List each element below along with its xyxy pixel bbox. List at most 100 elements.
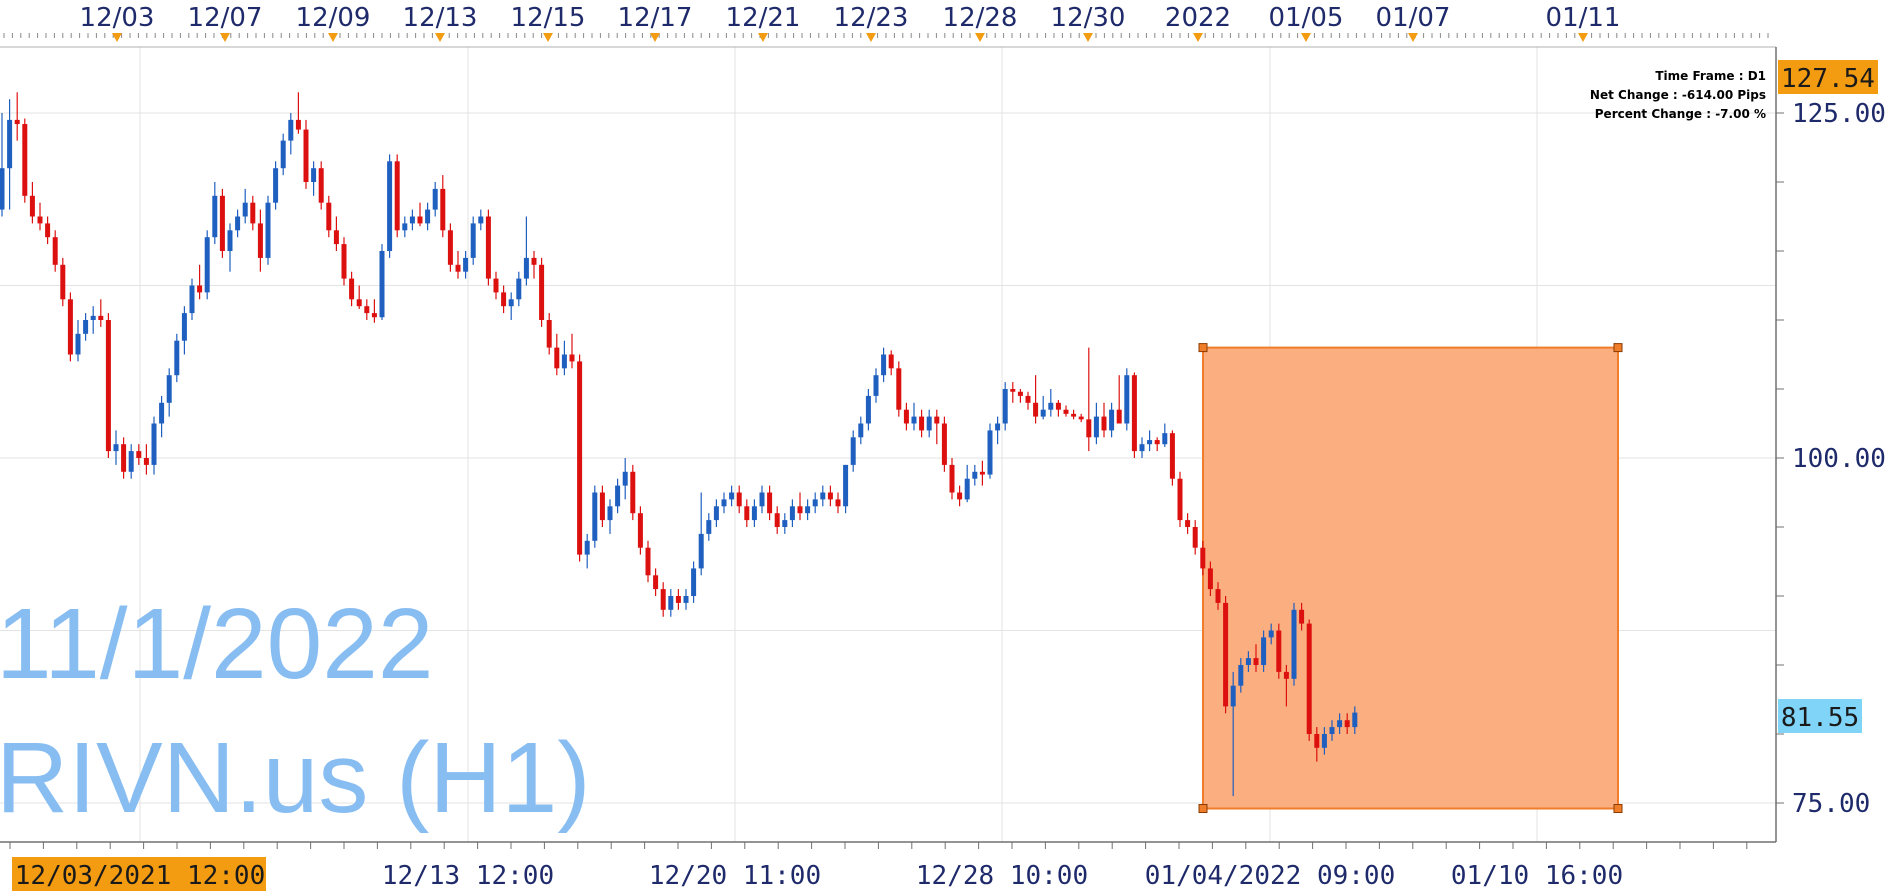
- candle-body: [113, 444, 119, 452]
- candle-body: [691, 568, 697, 596]
- candle-body: [1276, 630, 1282, 672]
- candle-body: [1329, 727, 1335, 734]
- candle-body: [1215, 589, 1221, 603]
- candle-body: [265, 202, 271, 258]
- candle-body: [250, 202, 256, 224]
- candle-body: [767, 492, 773, 514]
- candle-body: [1200, 547, 1206, 569]
- candle-body: [493, 278, 499, 293]
- candle-body: [561, 354, 567, 369]
- candle-body: [1093, 416, 1099, 438]
- candle-body: [227, 230, 233, 251]
- candle-body: [774, 513, 780, 527]
- candle-body: [166, 375, 172, 403]
- bottom-time-label: 01/04/2022 09:00: [1145, 861, 1395, 891]
- crosshair-time-tag: [12, 857, 266, 891]
- candle-body: [1291, 609, 1297, 679]
- candle-body: [333, 230, 339, 245]
- candle-body: [630, 471, 636, 514]
- candle-body: [698, 533, 704, 569]
- candle-body: [1033, 402, 1039, 417]
- candle-body: [1299, 609, 1305, 624]
- candle-body: [759, 492, 765, 507]
- date-marker-icon: [1301, 33, 1311, 42]
- candle-body: [440, 188, 446, 231]
- candle-body: [0, 168, 5, 210]
- candle-body: [539, 264, 545, 320]
- top-date-label: 12/30: [1051, 3, 1126, 33]
- candle-body: [645, 547, 651, 576]
- candle-body: [949, 464, 955, 493]
- candle-body: [569, 354, 575, 362]
- candle-body: [121, 444, 127, 472]
- candle-body: [805, 506, 811, 514]
- date-marker-icon: [975, 33, 985, 42]
- candle-body: [1314, 734, 1320, 748]
- candle-body: [911, 416, 917, 424]
- candle-body: [67, 299, 73, 355]
- candle-body: [29, 195, 35, 217]
- candle-body: [326, 202, 332, 231]
- candle-body: [888, 354, 894, 369]
- candle-body: [14, 119, 20, 125]
- rectangle-handle[interactable]: [1198, 804, 1208, 814]
- rectangle-handle[interactable]: [1198, 343, 1208, 353]
- top-date-markers: [3, 33, 1769, 42]
- date-marker-icon: [220, 33, 230, 42]
- candle-body: [706, 520, 712, 534]
- candle-body: [789, 506, 795, 521]
- percent-change-info: Percent Change : -7.00 %: [1595, 107, 1766, 121]
- candle-body: [22, 124, 28, 196]
- candle-body: [881, 354, 887, 376]
- date-marker-icon: [543, 33, 553, 42]
- candle-body: [1154, 440, 1160, 445]
- net-change-info: Net Change : -614.00 Pips: [1590, 88, 1766, 102]
- top-date-label: 01/05: [1269, 3, 1344, 33]
- candle-body: [60, 264, 66, 300]
- candle-body: [311, 168, 317, 182]
- date-marker-icon: [1083, 33, 1093, 42]
- candle-body: [934, 416, 940, 424]
- candle-body: [447, 230, 453, 265]
- candle-body: [1017, 391, 1023, 396]
- candle-body: [1063, 409, 1069, 414]
- candle-body: [387, 161, 393, 251]
- candle-body: [159, 402, 165, 424]
- candle-body: [941, 423, 947, 465]
- watermark-symbol: RIVN.us (H1): [0, 722, 591, 834]
- top-date-label: 12/07: [188, 3, 263, 33]
- top-date-label: 12/21: [726, 3, 801, 33]
- candle-body: [926, 416, 932, 431]
- candle-body: [1177, 478, 1183, 521]
- candle-series: [0, 92, 1358, 797]
- rectangle-drawing[interactable]: [1198, 343, 1623, 814]
- candle-body: [744, 506, 750, 521]
- candle-body: [52, 237, 58, 265]
- candle-body: [295, 119, 301, 130]
- orange-rectangle[interactable]: [1202, 346, 1619, 810]
- price-label: 100.00: [1792, 444, 1886, 474]
- candle-body: [858, 423, 864, 438]
- candle-body: [1078, 416, 1084, 420]
- candle-body: [1131, 375, 1137, 452]
- candle-body: [615, 485, 621, 507]
- rectangle-handle[interactable]: [1613, 804, 1623, 814]
- candle-body: [1116, 409, 1122, 424]
- date-marker-icon: [758, 33, 768, 42]
- candle-body: [1223, 602, 1229, 707]
- candle-body: [516, 278, 522, 300]
- last-price-tag-label: 81.55: [1781, 703, 1859, 733]
- candle-body: [843, 464, 849, 507]
- candle-body: [1025, 395, 1031, 403]
- candle-body: [425, 209, 431, 224]
- price-label: 75.00: [1792, 789, 1870, 819]
- date-marker-icon: [650, 33, 660, 42]
- candle-body: [508, 299, 514, 307]
- rectangle-handle[interactable]: [1613, 343, 1623, 353]
- candle-body: [812, 499, 818, 507]
- candle-body: [197, 285, 203, 293]
- candle-body: [797, 506, 803, 514]
- candle-body: [523, 257, 529, 279]
- candle-body: [1261, 637, 1267, 665]
